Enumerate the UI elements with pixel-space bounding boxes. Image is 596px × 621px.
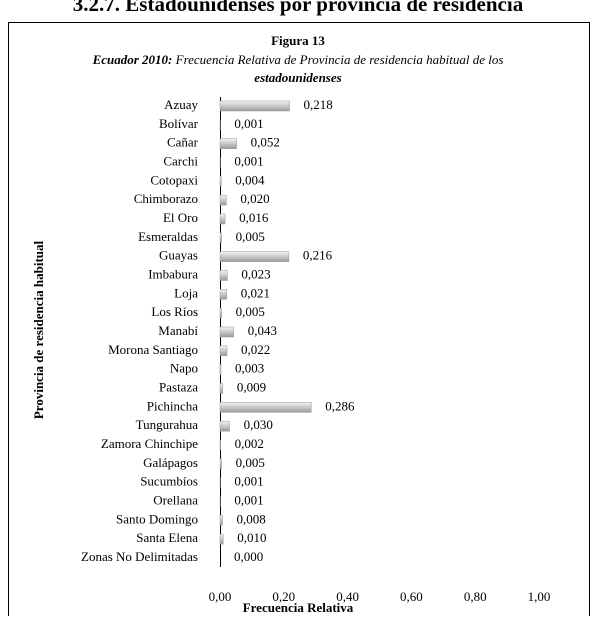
bar — [220, 534, 223, 544]
data-label: 0,286 — [325, 398, 355, 413]
data-label: 0,001 — [234, 153, 263, 168]
x-tick-label: 0,40 — [336, 589, 359, 604]
bar — [220, 176, 221, 186]
y-tick-label: Santa Elena — [136, 530, 198, 545]
y-tick-label: Bolívar — [159, 116, 199, 131]
bar — [220, 271, 227, 281]
bar — [220, 365, 221, 375]
y-tick-label: Chimborazo — [134, 191, 198, 206]
data-label: 0,003 — [235, 361, 264, 376]
y-tick-label: Imbabura — [148, 266, 198, 281]
y-tick-label: Orellana — [153, 492, 198, 507]
data-label: 0,218 — [304, 97, 333, 112]
y-tick-label: Santo Domingo — [116, 511, 198, 526]
x-tick-label: 0,80 — [464, 589, 487, 604]
data-label: 0,001 — [234, 474, 263, 489]
data-label: 0,030 — [244, 417, 273, 432]
y-axis-label: Provincia de residencia habitual — [31, 240, 46, 419]
y-tick-label: Manabí — [158, 323, 198, 338]
bar — [220, 327, 234, 337]
data-label: 0,052 — [251, 135, 280, 150]
data-label: 0,001 — [234, 116, 263, 131]
subtitle-end: estadounidenses — [254, 70, 341, 85]
y-tick-label: Zonas No Delimitadas — [81, 549, 198, 564]
bar — [220, 515, 223, 525]
y-tick-label: El Oro — [163, 210, 198, 225]
y-tick-label: Napo — [170, 361, 198, 376]
subtitle-lead: Ecuador 2010: — [92, 52, 173, 67]
heading: 3.2.7. Estadounidenses por provincia de … — [73, 0, 524, 16]
y-tick-label: Esmeraldas — [138, 229, 198, 244]
bar — [220, 308, 222, 318]
x-tick-label: 0,60 — [400, 589, 423, 604]
bar — [220, 233, 222, 243]
bar — [220, 421, 230, 431]
bar — [220, 440, 221, 450]
data-label: 0,001 — [234, 492, 263, 507]
y-tick-label: Pichincha — [147, 398, 198, 413]
bar — [220, 214, 225, 224]
y-tick-label: Guayas — [159, 248, 198, 263]
y-tick-label: Galápagos — [143, 455, 198, 470]
data-label: 0,009 — [237, 379, 266, 394]
chart-subtitle: Ecuador 2010: Frecuencia Relativa de Pro… — [92, 52, 504, 67]
data-label: 0,023 — [241, 266, 270, 281]
data-label: 0,043 — [248, 323, 277, 338]
data-label: 0,010 — [237, 530, 266, 545]
frame — [9, 23, 590, 617]
data-label: 0,002 — [235, 436, 264, 451]
y-tick-label: Sucumbíos — [140, 474, 198, 489]
data-label: 0,021 — [241, 285, 270, 300]
bar — [220, 101, 290, 111]
y-tick-label: Cañar — [167, 135, 199, 150]
x-tick-label: 0,00 — [209, 589, 232, 604]
bar — [220, 384, 223, 394]
x-tick-label: 0,20 — [272, 589, 295, 604]
y-tick-label: Pastaza — [159, 379, 198, 394]
data-label: 0,216 — [303, 248, 333, 263]
subtitle: Frecuencia Relativa de Provincia de resi… — [175, 52, 504, 67]
bar — [220, 195, 226, 205]
data-label: 0,008 — [237, 511, 266, 526]
y-tick-label: Morona Santiago — [108, 342, 198, 357]
data-label: 0,005 — [236, 455, 265, 470]
bar — [220, 402, 311, 412]
data-label: 0,022 — [241, 342, 270, 357]
y-tick-label: Cotopaxi — [150, 172, 198, 187]
y-tick-label: Zamora Chinchipe — [101, 436, 198, 451]
y-tick-label: Azuay — [164, 97, 198, 112]
bar — [220, 139, 237, 149]
bar — [220, 459, 222, 469]
x-tick-label: 1,00 — [528, 589, 551, 604]
data-label: 0,005 — [236, 304, 265, 319]
bar — [220, 346, 227, 356]
bar — [220, 289, 227, 299]
data-label: 0,000 — [234, 549, 263, 564]
y-tick-label: Loja — [174, 285, 198, 300]
data-label: 0,005 — [236, 229, 265, 244]
y-tick-label: Carchi — [163, 153, 198, 168]
data-label: 0,016 — [239, 210, 269, 225]
chart-title: Figura 13 — [271, 33, 325, 48]
data-label: 0,020 — [240, 191, 269, 206]
data-label: 0,004 — [235, 172, 265, 187]
y-tick-label: Tungurahua — [136, 417, 199, 432]
bar — [220, 252, 289, 262]
y-tick-label: Los Ríos — [151, 304, 198, 319]
